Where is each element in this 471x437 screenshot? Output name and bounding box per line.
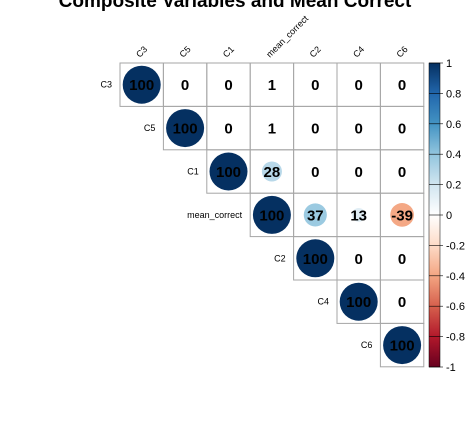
row-label: C6 [361, 340, 373, 350]
correlation-value-label: 100 [303, 251, 328, 268]
correlation-value-label: 13 [350, 207, 367, 224]
colorbar-tick-label: 0.6 [446, 119, 461, 131]
correlation-value-label: 100 [390, 338, 415, 355]
correlation-value-label: 0 [398, 164, 406, 181]
correlation-circle [261, 161, 282, 182]
correlation-circle [270, 126, 274, 130]
row-label: C5 [144, 123, 156, 133]
correlation-value-label: 100 [259, 207, 284, 224]
colorbar-tick-label: -1 [446, 362, 456, 374]
row-label: C2 [274, 253, 286, 263]
correlation-value-label: 100 [173, 121, 198, 138]
correlation-circle [209, 152, 248, 191]
correlation-circle [303, 203, 327, 227]
correlation-value-label: 0 [355, 164, 363, 181]
correlation-value-label: 100 [346, 294, 371, 311]
correlation-value-label: 0 [311, 77, 319, 94]
correlation-circle [383, 326, 422, 365]
correlation-value-label: 100 [216, 164, 241, 181]
column-label: C5 [177, 44, 192, 59]
colorbar: -1 -0.8 -0.6 -0.4 -0.2 0 0.2 0.4 0.6 0.8 1 [428, 58, 465, 374]
correlation-value-label: 0 [355, 77, 363, 94]
correlation-value-label: -39 [391, 207, 413, 224]
correlation-value-label: 1 [268, 121, 276, 138]
correlation-circle [390, 203, 414, 227]
correlation-circle [270, 82, 274, 87]
row-label: C4 [317, 297, 329, 307]
grid-cell [379, 322, 425, 368]
colorbar-tick-label: 0.8 [446, 88, 461, 100]
colorbar-tick-label: 0.2 [446, 180, 461, 192]
correlation-value-label: 0 [398, 294, 406, 311]
correlation-value-label: 1 [268, 77, 276, 94]
row-label: mean_correct [187, 210, 243, 220]
colorbar-tick-label: -0.8 [446, 332, 465, 344]
column-label: C3 [134, 44, 149, 59]
colorbar-ticks: -1 -0.8 -0.6 -0.4 -0.2 0 0.2 0.4 0.6 0.8 1 [429, 58, 465, 374]
correlation-circle [252, 195, 291, 234]
column-label: C1 [221, 44, 236, 59]
colorbar-tick-label: 0.4 [446, 149, 461, 161]
correlation-value-label: 0 [355, 251, 363, 268]
correlation-circle [339, 282, 378, 321]
column-label: C2 [308, 44, 323, 59]
correlation-value-label: 0 [398, 121, 406, 138]
grid [119, 62, 425, 368]
correlation-circle [296, 239, 335, 278]
correlation-value-label: 0 [224, 77, 232, 94]
colorbar-tick-label: 1 [446, 58, 452, 70]
correlation-value-label: 0 [311, 121, 319, 138]
row-label: C3 [100, 80, 112, 90]
correlation-circle [122, 65, 161, 104]
column-label: C6 [394, 44, 409, 59]
correlation-circle [166, 109, 205, 148]
correlation-value-label: 0 [398, 251, 406, 268]
correlation-value-label: 0 [224, 121, 232, 138]
correlation-value-label: 100 [129, 77, 154, 94]
correlation-value-label: 0 [355, 121, 363, 138]
correlation-value-label: 28 [264, 164, 281, 181]
correlation-circle [351, 208, 366, 222]
row-label: C1 [187, 167, 199, 177]
chart-title: Composite Variables and Mean Correct [59, 0, 412, 12]
correlation-value-label: 37 [307, 207, 324, 224]
colorbar-tick-label: 0 [446, 210, 452, 222]
correlation-value-label: 0 [311, 164, 319, 181]
colorbar-tick-label: -0.6 [446, 301, 465, 313]
column-label: C4 [351, 44, 366, 59]
colorbar-tick-label: -0.2 [446, 240, 465, 252]
correlation-value-label: 0 [181, 77, 189, 94]
column-label: mean_correct [264, 13, 310, 59]
colorbar-tick-label: -0.4 [446, 271, 465, 283]
correlation-value-label: 0 [398, 77, 406, 94]
